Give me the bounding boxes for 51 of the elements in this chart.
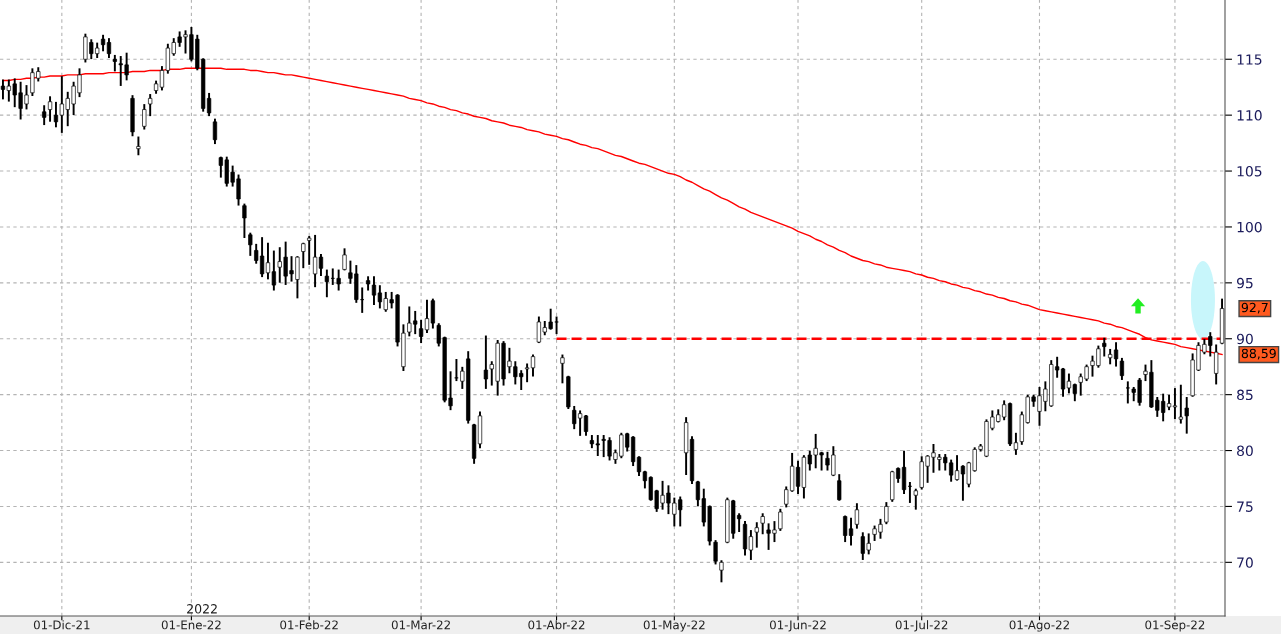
candlestick (837, 474, 842, 501)
y-tick-label: 90 (1236, 333, 1253, 345)
y-tick-label: 70 (1237, 557, 1253, 568)
candlestick (307, 236, 312, 265)
candlestick (560, 354, 565, 384)
candlestick (1119, 357, 1125, 380)
x-tick-label: 01-Jun-22 (769, 620, 826, 632)
x-tick-label: 01-Sep-22 (1145, 620, 1205, 632)
y-tick-label: 95 (1236, 277, 1253, 289)
x-tick-label: 01-Ene-22 (161, 620, 221, 630)
x-tick-label: 01-Abr-22 (528, 620, 585, 630)
y-tick-label: 115 (1237, 54, 1262, 65)
candlestick (1214, 344, 1219, 385)
text: 92,7 (1241, 302, 1268, 314)
candlestick (301, 242, 306, 269)
candlestick (148, 94, 153, 117)
candlestick (324, 269, 329, 298)
candlestick (136, 136, 141, 156)
x-tick-label: 01-Jul-22 (895, 620, 948, 632)
x-tick-label: 01-Feb-22 (280, 620, 338, 630)
candlestick (47, 96, 53, 122)
candlestick (554, 316, 559, 335)
candlestick (1013, 432, 1019, 455)
candlestick (760, 513, 765, 535)
candlestick (719, 560, 724, 583)
y-tick-label: 85 (1237, 389, 1253, 401)
x-tick-label: 01-Ago-22 (1009, 620, 1069, 632)
y-tick-label: 75 (1237, 501, 1253, 512)
y-tick-label: 105 (1237, 166, 1262, 177)
y-tick-label: 100 (1237, 221, 1262, 233)
candlestick (884, 502, 889, 525)
candlestick (212, 118, 218, 145)
candlestick (713, 540, 718, 565)
y-tick-label: 110 (1237, 110, 1262, 121)
candlestick (778, 508, 783, 531)
x-tick-label: 01-May-22 (643, 620, 705, 632)
x-tick-label: 01-Dic-21 (33, 620, 90, 630)
text: 88,59 (1241, 348, 1276, 360)
candlestick (754, 522, 759, 548)
candlestick (854, 503, 860, 529)
x-tick-label: 01-Mar-22 (391, 620, 450, 630)
candlestick (248, 232, 253, 256)
candlestick (1172, 388, 1178, 420)
candlestick (112, 54, 117, 72)
candlestick (454, 359, 459, 382)
candlestick (142, 104, 147, 130)
candlestick (242, 203, 247, 238)
y-tick-label: 80 (1237, 445, 1253, 457)
annotation: 2022 (187, 604, 217, 614)
candlestick (913, 488, 918, 510)
candlestick (342, 248, 347, 271)
